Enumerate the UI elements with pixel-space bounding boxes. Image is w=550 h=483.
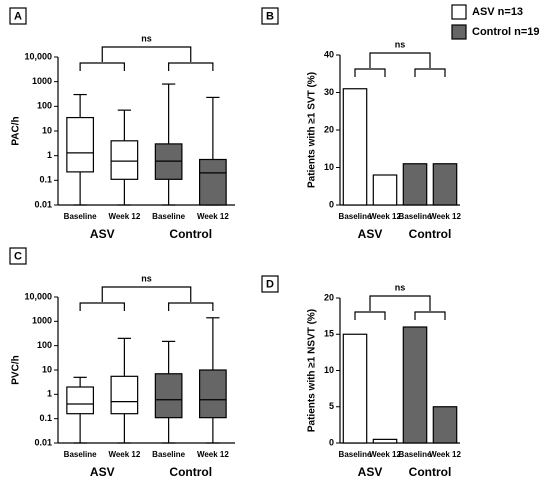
x-tick-label: Week 12	[108, 212, 140, 221]
x-tick-label: Week 12	[108, 450, 140, 459]
x-tick-label: Week 12	[197, 450, 229, 459]
bar	[432, 163, 458, 206]
y-tick-label: 1000	[32, 316, 52, 326]
x-tick-label: Baseline	[64, 450, 97, 459]
legend-label: ASV n=13	[472, 6, 523, 18]
y-tick-label: 1	[47, 389, 52, 399]
bar	[372, 438, 398, 444]
y-tick-label: 1000	[32, 76, 52, 86]
box	[199, 369, 227, 419]
bar	[402, 163, 428, 206]
x-tick-label: Baseline	[399, 212, 432, 221]
bracket	[79, 302, 125, 311]
bracket	[101, 46, 192, 62]
y-tick-label: 10	[42, 364, 52, 374]
x-tick-label: Week 12	[369, 450, 401, 459]
y-axis-label: PVC/h	[11, 355, 22, 384]
group-label: Control	[169, 465, 212, 479]
annotation: ns	[395, 39, 406, 49]
x-tick-label: Baseline	[399, 450, 432, 459]
box	[110, 375, 139, 415]
group-label: Control	[409, 227, 452, 241]
group-label: ASV	[90, 465, 115, 479]
bracket	[168, 302, 214, 311]
box	[154, 373, 183, 419]
bracket	[354, 68, 386, 77]
y-tick-label: 10,000	[24, 291, 52, 301]
y-tick-label: 40	[324, 49, 334, 59]
annotation: ns	[141, 273, 152, 283]
box	[66, 386, 94, 415]
y-axis-label: PAC/h	[11, 116, 22, 145]
y-tick-label: 30	[324, 87, 334, 97]
box	[66, 116, 94, 173]
x-tick-label: Week 12	[429, 450, 461, 459]
group-label: Control	[409, 465, 452, 479]
bracket	[101, 286, 192, 302]
annotation: ns	[141, 33, 152, 43]
y-axis-label: Patients with ≥1 NSVT (%)	[307, 309, 318, 432]
annotation: ns	[395, 282, 406, 292]
x-tick-label: Baseline	[339, 212, 372, 221]
y-tick-label: 10	[324, 162, 334, 172]
y-tick-label: 10	[42, 125, 52, 135]
bar	[342, 88, 368, 206]
y-tick-label: 20	[324, 124, 334, 134]
y-tick-label: 0	[329, 199, 334, 209]
bar	[372, 174, 398, 206]
panel-box	[9, 7, 27, 25]
panel-box	[261, 7, 279, 25]
bracket	[369, 52, 431, 68]
y-tick-label: 10,000	[24, 51, 52, 61]
panel-label: B	[266, 10, 274, 22]
y-tick-label: 20	[324, 292, 334, 302]
group-label: Control	[169, 227, 212, 241]
x-tick-label: Baseline	[64, 212, 97, 221]
y-tick-label: 15	[324, 329, 334, 339]
group-label: ASV	[90, 227, 115, 241]
x-tick-label: Baseline	[152, 450, 185, 459]
box	[199, 158, 227, 206]
bracket	[414, 68, 446, 77]
panel-box	[9, 247, 27, 265]
x-tick-label: Week 12	[369, 212, 401, 221]
group-label: ASV	[358, 465, 383, 479]
y-tick-label: 0.01	[34, 437, 52, 447]
bracket	[168, 62, 214, 71]
bar	[342, 333, 368, 444]
legend-swatch	[451, 4, 467, 20]
x-tick-label: Week 12	[429, 212, 461, 221]
y-axis-label: Patients with ≥1 SVT (%)	[307, 72, 318, 188]
bracket	[79, 62, 125, 71]
y-tick-label: 0	[329, 437, 334, 447]
y-tick-label: 100	[37, 340, 52, 350]
x-tick-label: Baseline	[339, 450, 372, 459]
y-tick-label: 1	[47, 150, 52, 160]
group-label: ASV	[358, 227, 383, 241]
y-tick-label: 0.01	[34, 199, 52, 209]
panel-label: C	[14, 250, 22, 262]
x-tick-label: Baseline	[152, 212, 185, 221]
bar	[402, 326, 428, 444]
bracket	[369, 295, 431, 311]
panel-box	[261, 275, 279, 293]
x-tick-label: Week 12	[197, 212, 229, 221]
bracket	[354, 311, 386, 320]
legend-swatch	[451, 24, 467, 40]
y-tick-label: 100	[37, 101, 52, 111]
legend-label: Control n=19	[472, 26, 540, 38]
y-tick-label: 10	[324, 365, 334, 375]
y-tick-label: 0.1	[39, 175, 52, 185]
panel-label: D	[266, 278, 274, 290]
panel-label: A	[14, 10, 22, 22]
y-tick-label: 0.1	[39, 413, 52, 423]
bracket	[414, 311, 446, 320]
box	[110, 140, 139, 180]
y-tick-label: 5	[329, 401, 334, 411]
bar	[432, 406, 458, 444]
